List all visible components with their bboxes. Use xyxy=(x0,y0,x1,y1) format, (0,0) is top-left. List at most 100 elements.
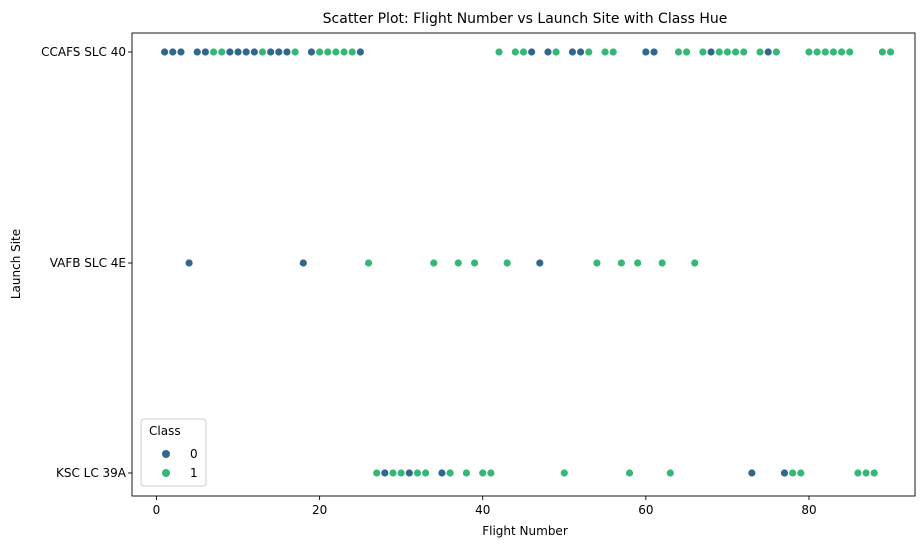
y-axis-label: Launch Site xyxy=(9,229,23,299)
data-point-class-1 xyxy=(682,47,691,57)
data-point-class-0 xyxy=(543,47,553,57)
data-point-class-1 xyxy=(723,47,732,57)
data-point-class-1 xyxy=(755,47,765,57)
data-point-class-0 xyxy=(535,258,545,268)
plot-area xyxy=(132,33,915,496)
x-axis-label: Flight Number xyxy=(482,524,568,538)
data-point-class-0 xyxy=(641,47,651,57)
legend-marker-1 xyxy=(162,469,170,477)
data-point-class-1 xyxy=(502,258,512,268)
data-point-class-1 xyxy=(853,468,863,478)
y-tick-label: VAFB SLC 4E xyxy=(50,256,126,270)
data-point-class-0 xyxy=(201,47,210,57)
data-point-class-1 xyxy=(454,258,463,268)
data-point-class-1 xyxy=(388,468,398,478)
data-point-class-1 xyxy=(209,47,218,57)
data-point-class-1 xyxy=(690,258,699,268)
data-point-class-0 xyxy=(233,47,243,57)
data-point-class-0 xyxy=(241,47,251,57)
data-point-class-0 xyxy=(405,468,414,478)
data-point-class-1 xyxy=(878,47,887,57)
legend-label-0: 0 xyxy=(190,447,198,461)
data-point-class-1 xyxy=(739,47,748,57)
data-point-class-1 xyxy=(429,258,438,268)
legend-box xyxy=(140,418,207,487)
data-point-class-1 xyxy=(290,47,300,57)
data-point-class-1 xyxy=(870,468,879,478)
data-point-class-0 xyxy=(763,47,773,57)
data-point-class-0 xyxy=(527,47,536,57)
data-point-class-1 xyxy=(462,468,471,478)
data-point-class-1 xyxy=(372,468,381,478)
x-axis-ticks: 0 20 40 60 80 xyxy=(153,496,817,517)
data-point-class-1 xyxy=(796,468,806,478)
data-points xyxy=(160,47,895,478)
data-point-class-1 xyxy=(478,468,487,478)
data-point-class-1 xyxy=(861,468,871,478)
data-point-class-0 xyxy=(437,468,447,478)
data-point-class-1 xyxy=(633,258,642,268)
chart-title: Scatter Plot: Flight Number vs Launch Si… xyxy=(323,11,728,27)
data-point-class-0 xyxy=(274,47,284,57)
data-point-class-0 xyxy=(299,258,308,268)
data-point-class-0 xyxy=(193,47,202,57)
data-point-class-0 xyxy=(225,47,235,57)
data-point-class-1 xyxy=(494,47,504,57)
data-point-class-1 xyxy=(625,468,634,478)
data-point-class-1 xyxy=(715,47,724,57)
legend: Class 0 1 xyxy=(140,418,207,487)
data-point-class-1 xyxy=(698,47,708,57)
data-point-class-1 xyxy=(551,47,561,57)
data-point-class-1 xyxy=(348,47,357,57)
data-point-class-1 xyxy=(421,468,430,478)
data-point-class-0 xyxy=(168,47,177,57)
x-tick-label: 60 xyxy=(638,503,653,517)
data-point-class-0 xyxy=(706,47,716,57)
data-point-class-1 xyxy=(560,468,569,478)
data-point-class-1 xyxy=(600,47,610,57)
data-point-class-1 xyxy=(323,47,332,57)
data-point-class-1 xyxy=(396,468,406,478)
data-point-class-0 xyxy=(380,468,390,478)
data-point-class-0 xyxy=(160,47,169,57)
legend-marker-0 xyxy=(162,450,170,458)
y-axis-ticks: CCAFS SLC 40 VAFB SLC 4E KSC LC 39A xyxy=(41,45,132,480)
x-tick-label: 80 xyxy=(801,503,816,517)
data-point-class-0 xyxy=(576,47,585,57)
data-point-class-1 xyxy=(845,47,854,57)
data-point-class-1 xyxy=(772,47,781,57)
data-point-class-1 xyxy=(812,47,822,57)
data-point-class-1 xyxy=(339,47,349,57)
data-point-class-0 xyxy=(568,47,577,57)
data-point-class-1 xyxy=(829,47,838,57)
data-point-class-1 xyxy=(592,258,602,268)
data-point-class-1 xyxy=(804,47,814,57)
data-point-class-1 xyxy=(470,258,479,268)
x-tick-label: 20 xyxy=(312,503,327,517)
data-point-class-0 xyxy=(184,258,194,268)
data-point-class-1 xyxy=(331,47,341,57)
data-point-class-1 xyxy=(511,47,520,57)
data-point-class-1 xyxy=(837,47,846,57)
y-tick-label: CCAFS SLC 40 xyxy=(41,45,126,59)
data-point-class-0 xyxy=(780,468,789,478)
data-point-class-1 xyxy=(788,468,797,478)
data-point-class-1 xyxy=(315,47,324,57)
data-point-class-0 xyxy=(266,47,275,57)
data-point-class-1 xyxy=(731,47,740,57)
data-point-class-0 xyxy=(356,47,365,57)
data-point-class-1 xyxy=(886,47,895,57)
data-point-class-0 xyxy=(747,468,757,478)
data-point-class-1 xyxy=(413,468,422,478)
data-point-class-0 xyxy=(250,47,259,57)
data-point-class-1 xyxy=(666,468,675,478)
data-point-class-1 xyxy=(258,47,267,57)
plot-frame xyxy=(131,32,916,497)
x-tick-label: 0 xyxy=(153,503,161,517)
data-point-class-1 xyxy=(445,468,455,478)
data-point-class-0 xyxy=(282,47,292,57)
data-point-class-1 xyxy=(519,47,528,57)
data-point-class-1 xyxy=(674,47,683,57)
data-point-class-1 xyxy=(609,47,618,57)
